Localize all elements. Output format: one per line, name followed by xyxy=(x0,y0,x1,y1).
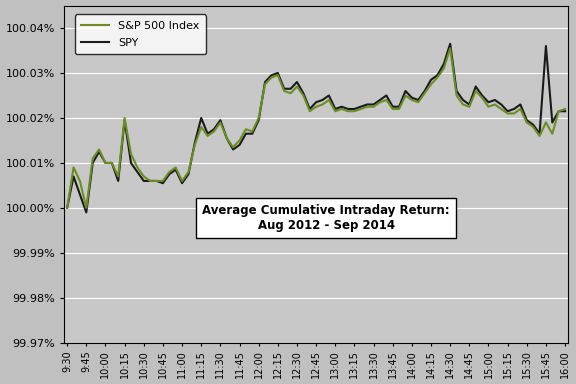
SPY xyxy=(191,141,198,145)
S&P 500 Index xyxy=(351,109,358,114)
S&P 500 Index xyxy=(268,75,275,80)
SPY xyxy=(434,73,441,78)
Text: Average Cumulative Intraday Return:
Aug 2012 - Sep 2014: Average Cumulative Intraday Return: Aug … xyxy=(202,204,450,232)
Line: SPY: SPY xyxy=(67,44,565,212)
S&P 500 Index xyxy=(447,46,454,51)
SPY xyxy=(64,205,71,210)
S&P 500 Index xyxy=(427,82,434,86)
SPY xyxy=(274,71,281,75)
Legend: S&P 500 Index, SPY: S&P 500 Index, SPY xyxy=(74,15,206,55)
S&P 500 Index xyxy=(562,107,569,111)
SPY xyxy=(204,131,211,136)
SPY xyxy=(357,104,364,109)
Line: S&P 500 Index: S&P 500 Index xyxy=(67,48,565,208)
S&P 500 Index xyxy=(198,125,204,129)
S&P 500 Index xyxy=(185,170,192,174)
SPY xyxy=(447,41,454,46)
SPY xyxy=(268,73,275,78)
S&P 500 Index xyxy=(64,205,71,210)
SPY xyxy=(562,109,569,114)
S&P 500 Index xyxy=(262,82,268,86)
SPY xyxy=(83,210,90,215)
